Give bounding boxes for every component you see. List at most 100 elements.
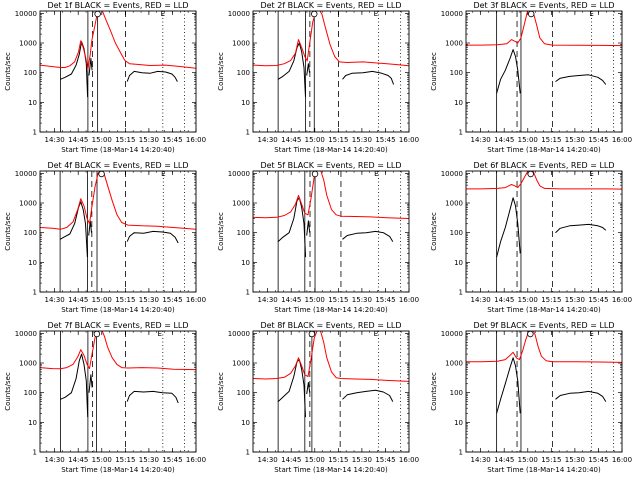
x-tick-label: 14:45 (494, 456, 514, 464)
panel-det-7: Det 7f BLACK = Events, RED = LLD Counts/s… (4, 321, 206, 474)
y-tick-label: 10 (241, 259, 250, 267)
x-tick-label: 16:00 (399, 136, 419, 144)
x-tick-label: 15:15 (541, 296, 561, 304)
y-tick-label: 1 (33, 129, 37, 137)
events-series-line (306, 63, 310, 76)
panel-det-5: Det 5f BLACK = Events, RED = LLD Counts/s… (217, 161, 419, 314)
orbit-marker-o (308, 330, 316, 338)
y-tick-label: 100 (450, 229, 463, 237)
events-series-line (60, 353, 89, 418)
x-tick-label: 15:30 (139, 296, 159, 304)
x-tick-label: 15:45 (375, 456, 395, 464)
y-tick-label: 10000 (228, 10, 250, 18)
panel-title: Det 1f BLACK = Events, RED = LLD (47, 1, 188, 10)
panel-title: Det 3f BLACK = Events, RED = LLD (473, 1, 614, 10)
x-tick-label: 16:00 (399, 296, 419, 304)
events-series-line (342, 230, 394, 242)
x-tick-label: 15:00 (518, 136, 538, 144)
y-tick-label: 1 (459, 449, 463, 457)
orbit-marker-e: E (157, 330, 161, 338)
x-tick-label: 15:30 (352, 136, 372, 144)
y-axis-label: Counts/sec (217, 52, 225, 91)
events-series-line (496, 197, 521, 258)
events-series-line (342, 70, 395, 85)
y-tick-label: 1000 (19, 360, 37, 368)
panel-title: Det 2f BLACK = Events, RED = LLD (260, 1, 401, 10)
orbit-marker-e: E (589, 330, 593, 338)
x-tick-label: 15:15 (328, 456, 348, 464)
y-tick-label: 10000 (441, 170, 463, 178)
y-tick-label: 1000 (232, 360, 250, 368)
y-tick-label: 1 (459, 129, 463, 137)
x-tick-label: 15:00 (305, 136, 325, 144)
plot-frame (39, 10, 197, 133)
series-group (253, 331, 409, 418)
series-group (40, 11, 196, 98)
x-axis-label: Start Time (18-Mar-14 14:20:40) (274, 306, 388, 314)
y-tick-label: 100 (24, 69, 37, 77)
plot-frame (252, 330, 410, 453)
x-tick-label: 14:30 (471, 456, 491, 464)
x-tick-label: 15:15 (115, 456, 135, 464)
orbit-marker-o (94, 10, 101, 18)
x-tick-label: 14:45 (494, 136, 514, 144)
x-axis-label: Start Time (18-Mar-14 14:20:40) (487, 146, 601, 154)
x-tick-label: 15:45 (375, 136, 395, 144)
y-tick-label: 10 (241, 419, 250, 427)
y-tick-label: 10 (454, 419, 463, 427)
y-axis-label: Counts/sec (217, 212, 225, 251)
lld-series-line (40, 171, 196, 230)
orbit-marker-e: E (161, 170, 165, 178)
x-tick-label: 15:45 (375, 296, 395, 304)
y-tick-label: 1 (246, 289, 250, 297)
orbit-marker-o (527, 330, 534, 338)
y-tick-label: 1000 (445, 200, 463, 208)
orbit-marker-e: E (374, 330, 378, 338)
x-tick-label: 14:30 (471, 136, 491, 144)
orbit-marker-o (527, 170, 534, 178)
y-tick-label: 10 (28, 419, 37, 427)
x-axis-label: Start Time (18-Mar-14 14:20:40) (487, 306, 601, 314)
orbit-marker-e: E (374, 10, 378, 18)
x-tick-label: 15:15 (115, 136, 135, 144)
events-series-line (342, 389, 394, 402)
events-series-line (126, 230, 179, 244)
y-tick-label: 1000 (445, 360, 463, 368)
x-axis-label: Start Time (18-Mar-14 14:20:40) (274, 146, 388, 154)
panel-title: Det 4f BLACK = Events, RED = LLD (47, 161, 188, 170)
x-tick-label: 14:45 (281, 136, 301, 144)
y-axis-label: Counts/sec (430, 52, 438, 91)
x-tick-label: 16:00 (612, 456, 632, 464)
x-axis-label: Start Time (18-Mar-14 14:20:40) (61, 466, 175, 474)
y-tick-label: 10 (28, 99, 37, 107)
x-tick-label: 14:30 (45, 136, 65, 144)
events-series-line (88, 58, 93, 76)
orbit-marker-o (98, 170, 105, 178)
y-tick-label: 100 (237, 229, 250, 237)
orbit-marker-e: E (161, 10, 165, 18)
x-tick-label: 15:15 (328, 136, 348, 144)
panel-det-2: Det 2f BLACK = Events, RED = LLD Counts/s… (217, 1, 419, 154)
y-tick-label: 100 (237, 389, 250, 397)
panel-det-1: Det 1f BLACK = Events, RED = LLD Counts/s… (4, 1, 206, 154)
plot-frame (252, 170, 410, 293)
y-tick-label: 1000 (19, 200, 37, 208)
panel-title: Det 7f BLACK = Events, RED = LLD (47, 321, 188, 330)
y-tick-label: 1 (33, 289, 37, 297)
events-series-line (555, 223, 607, 234)
events-series-line (126, 390, 179, 404)
x-tick-label: 15:45 (588, 456, 608, 464)
x-tick-label: 16:00 (399, 456, 419, 464)
x-tick-label: 15:30 (352, 456, 372, 464)
x-tick-label: 15:30 (139, 456, 159, 464)
y-tick-label: 10000 (441, 330, 463, 338)
panel-det-4: Det 4f BLACK = Events, RED = LLD Counts/s… (4, 161, 206, 314)
x-tick-label: 16:00 (186, 456, 206, 464)
events-series-line (555, 74, 607, 85)
x-tick-label: 15:00 (92, 296, 112, 304)
series-group (466, 331, 622, 414)
x-tick-label: 15:00 (92, 136, 112, 144)
lld-series-line (253, 331, 409, 382)
y-axis-label: Counts/sec (4, 212, 12, 251)
